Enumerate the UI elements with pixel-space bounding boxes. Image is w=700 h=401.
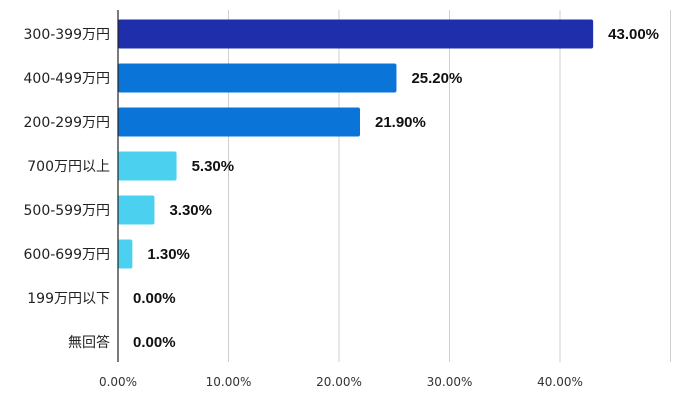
data-label: 1.30%: [147, 246, 190, 263]
data-label: 3.30%: [169, 202, 212, 219]
x-tick-label: 40.00%: [537, 375, 583, 389]
category-label: 無回答: [68, 334, 110, 351]
bars: [118, 19, 594, 269]
data-label: 21.90%: [375, 114, 426, 131]
data-label: 0.00%: [133, 334, 176, 351]
category-label: 700万円以上: [27, 159, 110, 175]
data-label: 0.00%: [133, 290, 176, 307]
bar-2: [118, 107, 360, 137]
bar-1: [118, 63, 397, 93]
x-tick-labels: 0.00% 10.00% 20.00% 30.00% 40.00%: [99, 375, 583, 389]
bar-4: [118, 195, 155, 225]
category-label: 600-699万円: [24, 247, 111, 263]
category-labels: 300-399万円 400-499万円 200-299万円 700万円以上 500-59…: [24, 27, 111, 351]
bar-0: [118, 19, 594, 49]
x-tick-label: 10.00%: [206, 375, 252, 389]
value-labels: 43.00% 25.20% 21.90% 5.30% 3.30% 1.30% 0.00% 0.…: [133, 26, 659, 351]
category-label: 500-599万円: [24, 203, 111, 219]
data-label: 43.00%: [608, 26, 659, 43]
x-tick-label: 20.00%: [316, 375, 362, 389]
category-label: 199万円以下: [27, 291, 110, 307]
data-label: 25.20%: [411, 70, 462, 87]
bar-5: [118, 239, 133, 269]
category-label: 400-499万円: [24, 71, 111, 87]
gridlines: [228, 10, 671, 362]
bar-3: [118, 151, 177, 181]
x-tick-label: 30.00%: [427, 375, 473, 389]
x-tick-label: 0.00%: [99, 375, 137, 389]
category-label: 200-299万円: [24, 115, 111, 131]
data-label: 5.30%: [192, 158, 235, 175]
category-label: 300-399万円: [24, 27, 111, 43]
